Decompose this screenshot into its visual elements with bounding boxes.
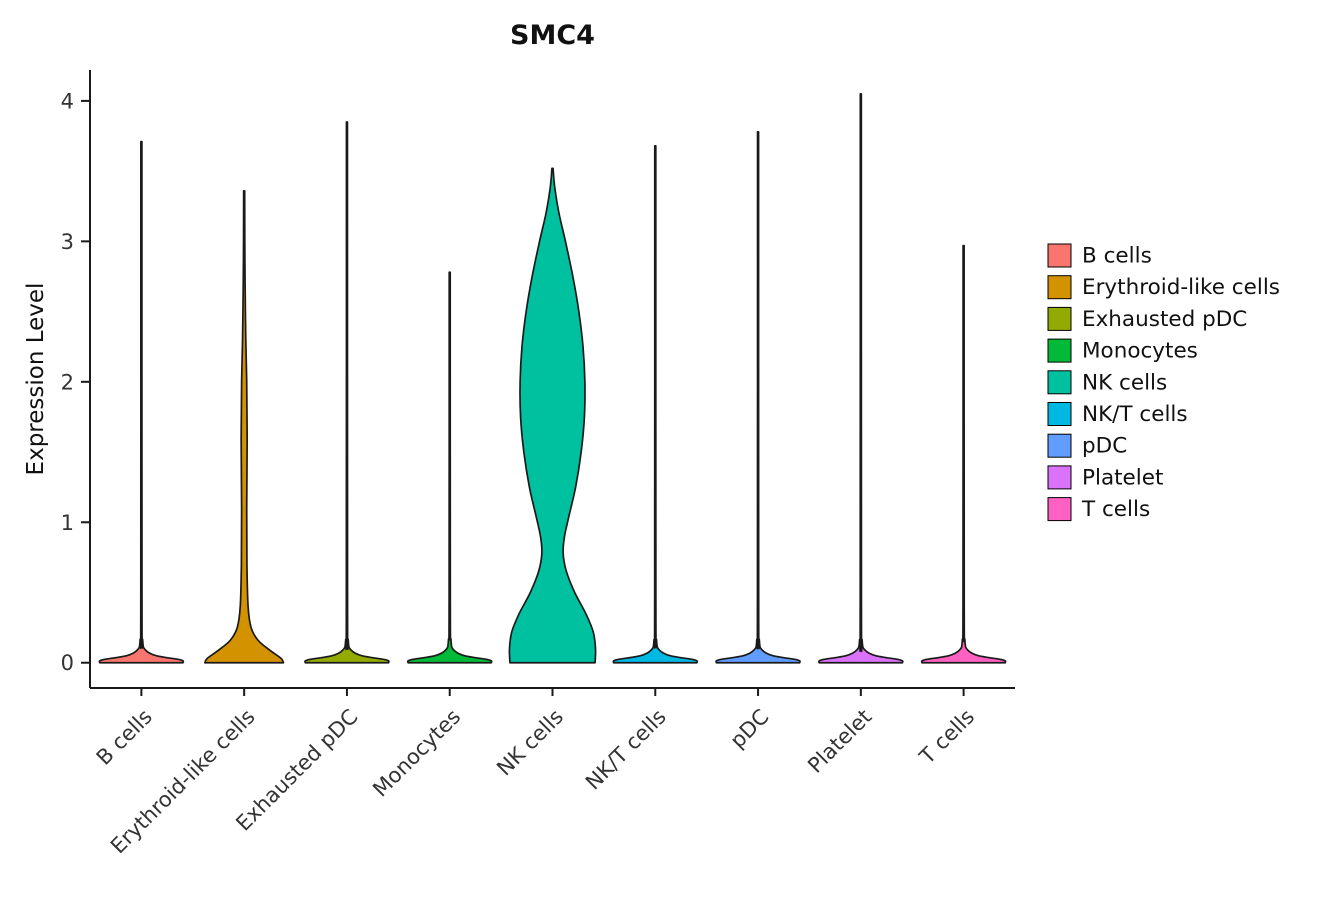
legend-swatch-t-cells — [1047, 497, 1072, 522]
y-tick-label: 4 — [61, 89, 74, 113]
violin-exhausted-pdc — [304, 121, 390, 664]
violin-nk-t-cells — [612, 145, 699, 664]
legend-swatch-nk-t-cells — [1047, 402, 1072, 426]
legend: B cells Erythroid-like cells Exhausted pDC… — [1047, 243, 1280, 522]
legend-label: Platelet — [1082, 465, 1163, 490]
x-tick-label: Monocytes — [368, 705, 465, 802]
legend-label: NK/T cells — [1082, 402, 1188, 427]
y-tick-label: 3 — [61, 230, 74, 254]
legend-label: NK cells — [1082, 370, 1167, 395]
legend-label: Erythroid-like cells — [1082, 275, 1280, 300]
chart-title: SMC4 — [510, 20, 595, 51]
y-tick-label: 0 — [61, 651, 74, 675]
violin-b-cells — [98, 140, 185, 664]
violin-monocytes — [406, 271, 493, 664]
x-tick-label: B cells — [92, 705, 157, 770]
y-tick-label: 2 — [61, 370, 74, 394]
legend-swatch-exhausted-pdc — [1047, 306, 1072, 331]
legend-swatch-nk-cells — [1047, 370, 1072, 395]
x-tick-label: T cells — [914, 705, 979, 770]
x-tick-label: NK cells — [492, 705, 568, 781]
legend-swatch-b-cells — [1047, 243, 1072, 268]
violin-pdc — [715, 130, 801, 664]
violin-t-cells — [920, 244, 1007, 664]
violin-platelet — [818, 93, 904, 664]
legend-label: T cells — [1081, 497, 1150, 522]
legend-label: Monocytes — [1082, 339, 1198, 364]
legend-label: Exhausted pDC — [1082, 307, 1247, 332]
legend-label: pDC — [1082, 434, 1127, 459]
y-tick-label: 1 — [61, 511, 74, 535]
legend-swatch-pdc — [1047, 433, 1072, 458]
legend-swatch-platelet — [1047, 465, 1072, 490]
legend-swatch-erythroid-like-cells — [1047, 275, 1072, 300]
violin-nk-cells — [508, 167, 597, 664]
legend-label: B cells — [1082, 244, 1152, 269]
violin-erythroid-like-cells — [204, 189, 285, 664]
x-tick-label: pDC — [725, 705, 773, 753]
x-tick-label: NK/T cells — [581, 705, 671, 795]
x-tick-label: Platelet — [803, 705, 876, 778]
legend-swatch-monocytes — [1047, 338, 1072, 363]
